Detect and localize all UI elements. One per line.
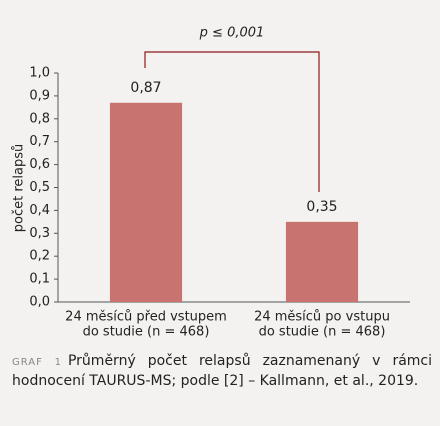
x-tick-label: 24 měsíců po vstupu (254, 310, 390, 325)
y-tick-label: 0,2 (29, 249, 50, 264)
x-tick-label: do studie (n = 468) (259, 325, 386, 340)
caption-text: Průměrný počet relapsů zaznamenaný v rám… (12, 353, 432, 389)
y-tick-label: 1,0 (29, 66, 50, 81)
value-label: 0,35 (306, 199, 337, 215)
chart: p ≤ 0,001 počet relapsů 0,0 0,1 0,2 0,3 0,4 0… (12, 26, 410, 340)
bar (109, 102, 183, 303)
y-tick-label: 0,6 (29, 157, 50, 172)
significance-bracket (144, 51, 320, 192)
y-tick-label: 0,5 (29, 180, 50, 195)
bar (285, 221, 359, 302)
y-tick-label: 0,8 (29, 111, 50, 126)
y-tick-label: 0,7 (29, 134, 50, 149)
y-axis-label: počet relapsů (12, 144, 27, 232)
y-tick-label: 0,9 (29, 88, 50, 103)
y-tick-label: 0,4 (29, 203, 50, 218)
y-tick-label: 0,3 (29, 226, 50, 241)
y-tick-label: 0,0 (29, 295, 50, 310)
value-label: 0,87 (130, 80, 161, 96)
annotation: p ≤ 0,001 (199, 26, 265, 41)
x-tick-label: 24 měsíců před vstupem (65, 310, 227, 325)
y-tick-label: 0,1 (29, 272, 50, 287)
x-tick-label: do studie (n = 468) (83, 325, 210, 340)
caption: GRAF 1 Průměrný počet relapsů zaznamenaný… (12, 352, 432, 391)
caption-label: GRAF 1 (12, 357, 62, 368)
